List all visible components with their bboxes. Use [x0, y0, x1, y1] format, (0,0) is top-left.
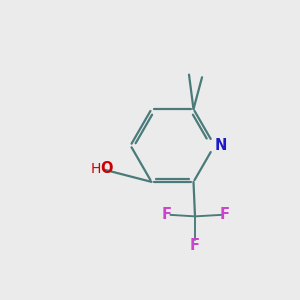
Text: F: F [220, 207, 230, 222]
Text: H: H [91, 162, 101, 176]
Text: N: N [215, 138, 227, 153]
Text: O: O [100, 161, 113, 176]
Text: F: F [190, 238, 200, 253]
Text: F: F [162, 207, 172, 222]
